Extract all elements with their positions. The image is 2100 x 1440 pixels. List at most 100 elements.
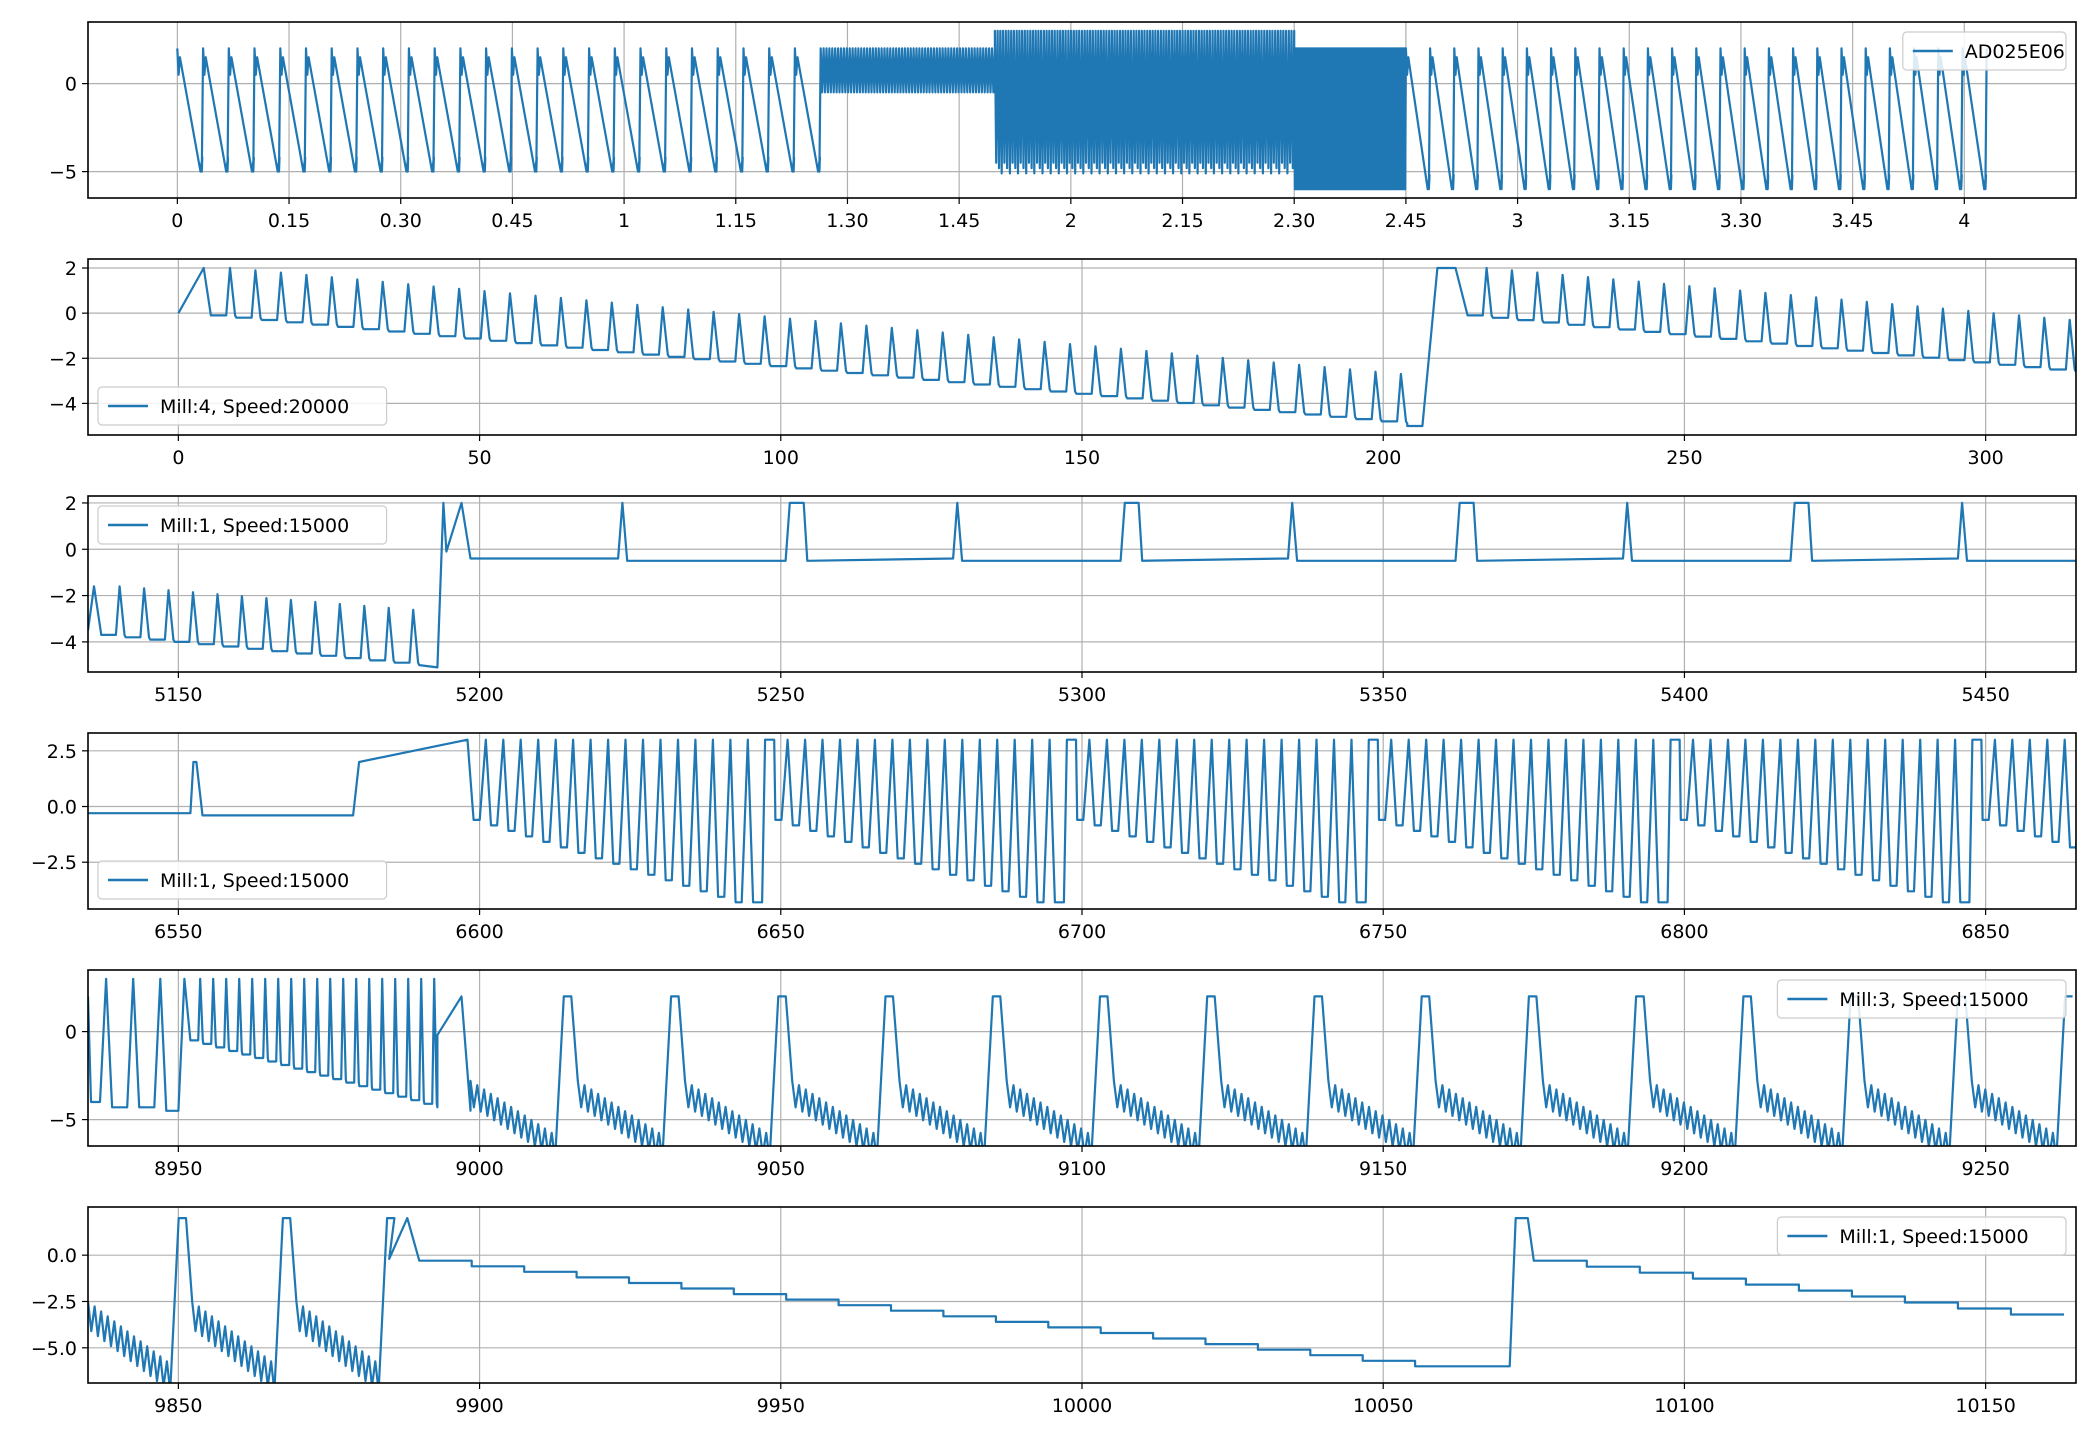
- legend-label: Mill:3, Speed:15000: [1839, 989, 2028, 1011]
- x-tick-label: 150: [1064, 447, 1100, 469]
- x-tick-label: 2.30: [1273, 210, 1315, 232]
- x-tick-label: 200: [1365, 447, 1401, 469]
- x-tick-label: 9050: [757, 1158, 805, 1180]
- y-tick-label: −5: [49, 162, 77, 184]
- y-tick-label: 0: [65, 74, 77, 96]
- y-tick-label: 0.0: [47, 1245, 77, 1267]
- axes-frame: [87, 258, 2077, 436]
- x-tick-label: 9250: [1961, 1158, 2009, 1180]
- y-tick-label: −5.0: [31, 1338, 77, 1360]
- x-tick-label: 5350: [1359, 684, 1407, 706]
- legend: Mill:1, Speed:15000: [97, 505, 388, 545]
- y-tick-label: 2: [65, 493, 77, 515]
- y-tick-label: 0.0: [47, 797, 77, 819]
- x-tick-label: 6700: [1058, 921, 1106, 943]
- x-tick-label: 6650: [757, 921, 805, 943]
- legend-box: [1776, 979, 2067, 1019]
- x-tick-label: 1.15: [715, 210, 757, 232]
- x-tick-label: 1.45: [938, 210, 980, 232]
- x-tick-label: 9100: [1058, 1158, 1106, 1180]
- x-tick-label: 300: [1968, 447, 2004, 469]
- x-tick-label: 9150: [1359, 1158, 1407, 1180]
- x-tick-label: 10000: [1052, 1395, 1112, 1417]
- legend-box: [97, 505, 388, 545]
- series-line: [88, 1217, 2064, 1383]
- legend: Mill:1, Speed:15000: [1776, 1216, 2067, 1256]
- x-tick-label: 0: [171, 210, 183, 232]
- legend-label: Mill:1, Speed:15000: [160, 515, 349, 537]
- x-tick-label: 0.30: [380, 210, 422, 232]
- x-tick-label: 9900: [455, 1395, 503, 1417]
- x-tick-label: 5400: [1660, 684, 1708, 706]
- y-tick-label: −4: [49, 393, 77, 415]
- axes-frame: [87, 732, 2077, 910]
- subplot-4: 6550 6600 6650 6700 6750 6800 6850 2.5 0.0 −2.5 Mi…: [31, 732, 2077, 943]
- x-tick-label: 5250: [757, 684, 805, 706]
- subplot-5: 8950 9000 9050 9100 9150 9200 9250 0 −5 Mill:3, S…: [49, 969, 2077, 1180]
- x-tick-label: 10100: [1654, 1395, 1714, 1417]
- legend: Mill:4, Speed:20000: [97, 386, 388, 426]
- y-tick-label: −2.5: [31, 852, 77, 874]
- subplot-3: 5150 5200 5250 5300 5350 5400 5450 2 0 −2 −4 Mill:1…: [49, 493, 2077, 706]
- x-tick-label: 4: [1958, 210, 1970, 232]
- series-line: [88, 738, 2076, 904]
- x-tick-label: 10050: [1353, 1395, 1413, 1417]
- axes-frame: [87, 1206, 2077, 1384]
- axes-frame: [87, 969, 2077, 1147]
- legend-label: AD025E06: [1965, 41, 2065, 63]
- y-tick-label: 0: [65, 1022, 77, 1044]
- x-tick-label: 8950: [154, 1158, 202, 1180]
- y-tick-label: −5: [49, 1110, 77, 1132]
- x-tick-label: 250: [1666, 447, 1702, 469]
- x-tick-label: 1.30: [826, 210, 868, 232]
- legend-box: [1776, 1216, 2067, 1256]
- x-tick-label: 3: [1512, 210, 1524, 232]
- x-tick-label: 6550: [154, 921, 202, 943]
- x-tick-label: 9200: [1660, 1158, 1708, 1180]
- x-tick-label: 5200: [455, 684, 503, 706]
- legend-box: [97, 386, 388, 426]
- y-tick-label: −2.5: [31, 1291, 77, 1313]
- x-tick-label: 3.45: [1831, 210, 1873, 232]
- x-tick-label: 9950: [757, 1395, 805, 1417]
- x-tick-label: 0.15: [268, 210, 310, 232]
- y-tick-label: −2: [49, 348, 77, 370]
- y-tick-label: 0: [65, 303, 77, 325]
- legend-box: [97, 860, 388, 900]
- subplot-1: 0 0.15 0.30 0.45 1 1.15 1.30 1.45 2 2.15 2.30 2.45 3…: [49, 21, 2077, 232]
- x-tick-label: 6800: [1660, 921, 1708, 943]
- series-line: [88, 501, 2076, 669]
- x-tick-label: 3.30: [1720, 210, 1762, 232]
- x-tick-label: 2.45: [1385, 210, 1427, 232]
- y-tick-label: −2: [49, 586, 77, 608]
- series-line: [88, 977, 2073, 1146]
- x-tick-label: 6750: [1359, 921, 1407, 943]
- x-tick-label: 5300: [1058, 684, 1106, 706]
- y-tick-label: 2: [65, 258, 77, 280]
- x-tick-label: 100: [763, 447, 799, 469]
- x-tick-label: 50: [467, 447, 491, 469]
- legend: Mill:1, Speed:15000: [97, 860, 388, 900]
- y-tick-label: −4: [49, 632, 77, 654]
- x-tick-label: 6850: [1961, 921, 2009, 943]
- x-tick-label: 5450: [1961, 684, 2009, 706]
- legend-box: [1902, 31, 2067, 71]
- x-tick-label: 6600: [455, 921, 503, 943]
- legend: Mill:3, Speed:15000: [1776, 979, 2067, 1019]
- subplot-2: 0 50 100 150 200 250 300 2 0 −2 −4 Mill:4, Speed:20…: [49, 258, 2077, 469]
- y-tick-label: 2.5: [47, 741, 77, 763]
- x-tick-label: 3.15: [1608, 210, 1650, 232]
- x-tick-label: 9000: [455, 1158, 503, 1180]
- series-line: [176, 29, 1988, 191]
- series-line: [177, 266, 2076, 428]
- x-tick-label: 0.45: [491, 210, 533, 232]
- y-tick-label: 0: [65, 539, 77, 561]
- legend-label: Mill:4, Speed:20000: [160, 396, 349, 418]
- x-tick-label: 0: [172, 447, 184, 469]
- legend-label: Mill:1, Speed:15000: [1839, 1226, 2028, 1248]
- axes-frame: [87, 21, 2077, 199]
- legend: AD025E06: [1902, 31, 2067, 71]
- x-tick-label: 10150: [1955, 1395, 2015, 1417]
- subplot-6: 9850 9900 9950 10000 10050 10100 10150 0.0 −2.5 −…: [31, 1206, 2077, 1417]
